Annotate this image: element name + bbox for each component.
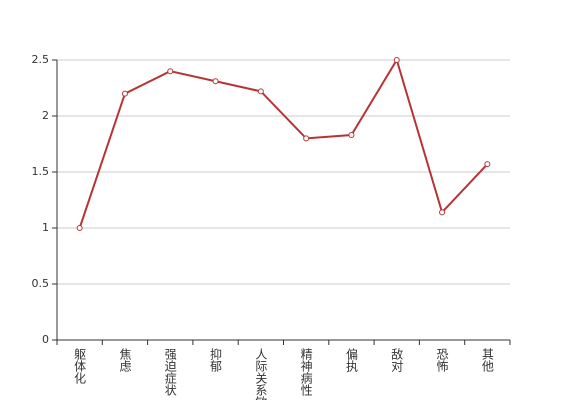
point: [76, 225, 83, 231]
point: [439, 209, 446, 216]
y-tick-label: 0.5: [32, 277, 50, 290]
point: [303, 135, 310, 142]
x-tick-label: 抑郁: [209, 347, 223, 373]
x-tick-label: 恐怖: [435, 348, 449, 372]
x-tick-label: 其他: [480, 348, 494, 372]
point: [212, 78, 219, 85]
x-tick-label: 躯体化: [73, 347, 87, 385]
point: [121, 90, 128, 97]
x-tick-label: 焦虑: [118, 348, 132, 372]
x-tick-label: 偏执: [344, 347, 358, 373]
x-tick-label: 强迫症状: [163, 348, 177, 396]
y-tick-label: 1.5: [32, 165, 50, 178]
y-tick-label: 2.5: [32, 53, 50, 66]
point: [393, 57, 400, 63]
y-tick-label: 1: [42, 221, 49, 234]
y-tick-label: 2: [42, 109, 49, 122]
point: [167, 68, 174, 75]
point: [257, 88, 264, 95]
y-tick-label: 0: [42, 333, 49, 346]
line: [78, 57, 489, 229]
x-tick-label: 人际关系敏感: [254, 348, 268, 400]
x-tick-label: 精神病性: [299, 348, 313, 397]
point: [484, 161, 491, 168]
x-tick-label: 敌对: [390, 347, 404, 372]
point: [348, 132, 355, 139]
